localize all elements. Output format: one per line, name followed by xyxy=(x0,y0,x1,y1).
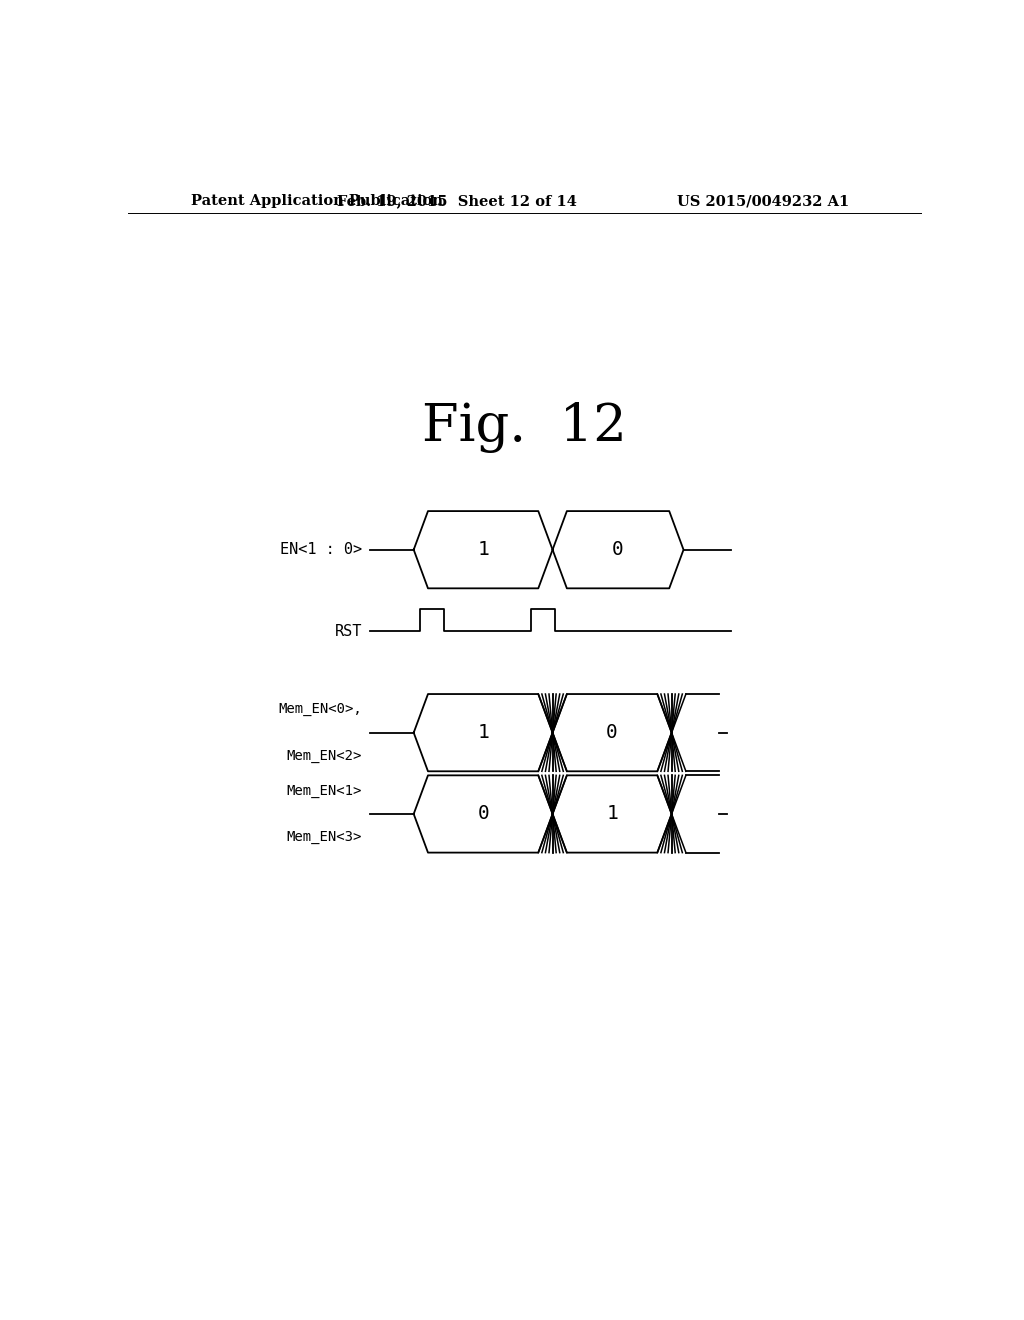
Text: 1: 1 xyxy=(477,723,489,742)
Text: Patent Application Publication: Patent Application Publication xyxy=(191,194,443,209)
Text: RST: RST xyxy=(335,623,362,639)
Text: 1: 1 xyxy=(606,804,617,824)
Text: Mem_EN<2>: Mem_EN<2> xyxy=(287,748,362,763)
Text: 0: 0 xyxy=(606,723,617,742)
Text: 1: 1 xyxy=(477,540,489,560)
Text: Feb. 19, 2015  Sheet 12 of 14: Feb. 19, 2015 Sheet 12 of 14 xyxy=(337,194,578,209)
Text: EN<1 : 0>: EN<1 : 0> xyxy=(280,543,362,557)
Text: 0: 0 xyxy=(477,804,489,824)
Text: Mem_EN<0>,: Mem_EN<0>, xyxy=(279,702,362,717)
Text: 0: 0 xyxy=(612,540,624,560)
Text: US 2015/0049232 A1: US 2015/0049232 A1 xyxy=(677,194,849,209)
Text: Fig.  12: Fig. 12 xyxy=(423,403,627,453)
Text: Mem_EN<1>: Mem_EN<1> xyxy=(287,784,362,797)
Text: Mem_EN<3>: Mem_EN<3> xyxy=(287,830,362,845)
